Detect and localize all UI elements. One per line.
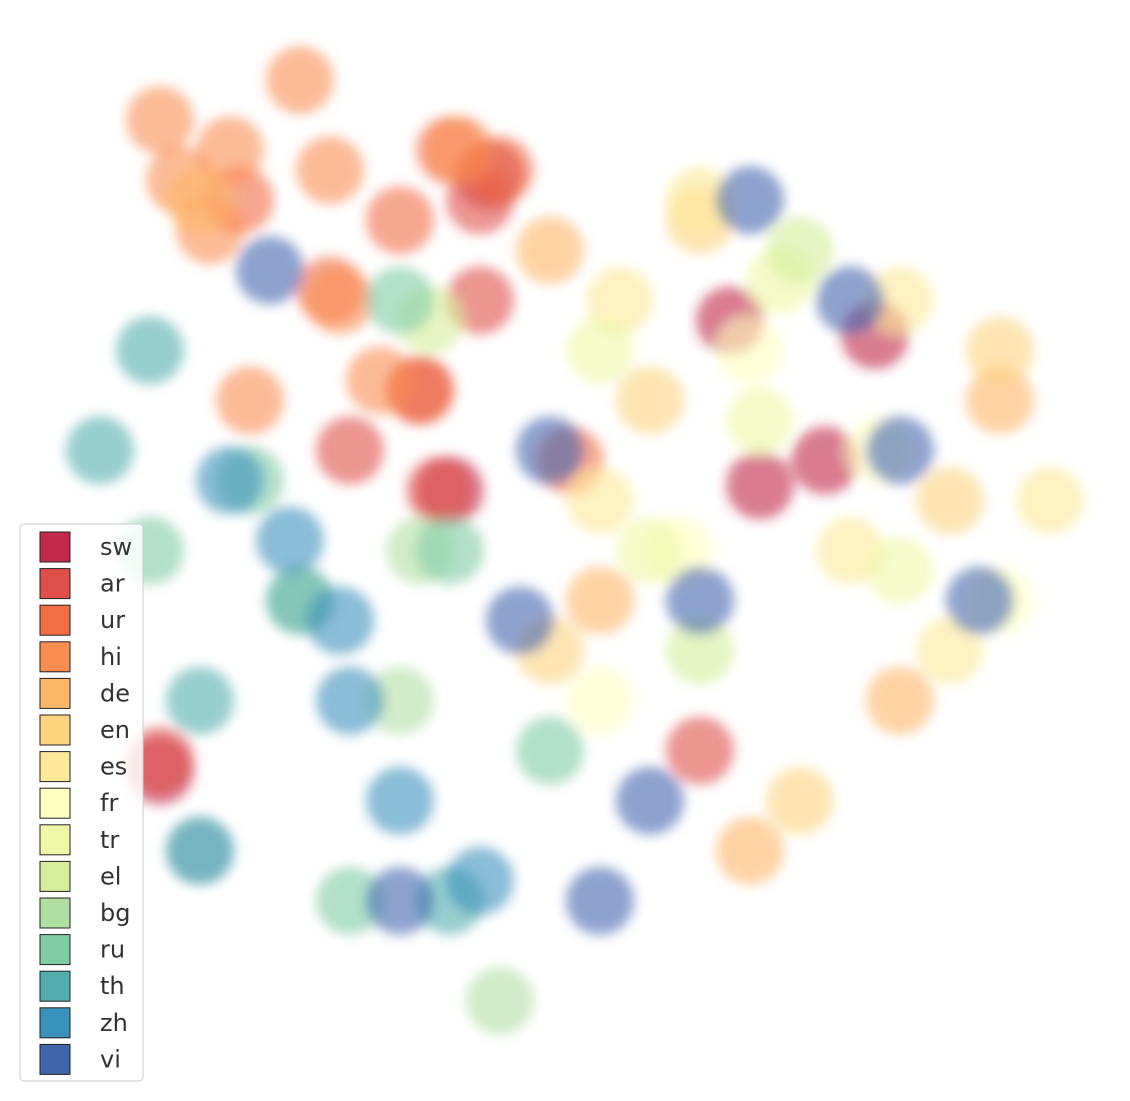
point (66, 416, 134, 485)
legend-label: bg (100, 899, 130, 927)
point (466, 966, 534, 1035)
legend-swatch (39, 897, 71, 929)
point (616, 766, 684, 835)
point (126, 86, 194, 155)
point (166, 666, 234, 735)
point (236, 236, 304, 305)
legend-label: ur (100, 606, 125, 634)
point (716, 316, 784, 385)
point (406, 456, 474, 525)
point (766, 216, 834, 285)
point (946, 566, 1014, 635)
point (366, 666, 434, 735)
point (866, 666, 934, 735)
point (366, 186, 434, 255)
point (666, 616, 734, 685)
legend-label: sw (100, 533, 132, 561)
legend-label: vi (100, 1045, 121, 1073)
legend-label: hi (100, 643, 122, 671)
point (666, 166, 734, 235)
legend-swatch (39, 677, 71, 709)
point (306, 266, 374, 335)
legend-swatch (39, 970, 71, 1002)
legend-label: el (100, 862, 121, 890)
point (566, 666, 634, 735)
point (316, 416, 384, 485)
point (616, 516, 684, 585)
legend-label: tr (100, 826, 119, 854)
legend-label: de (100, 679, 130, 707)
legend: sw ar ur hi de en es fr tr el bg ru th zh vi (19, 523, 144, 1082)
point (316, 666, 384, 735)
legend-swatch (39, 824, 71, 856)
point (726, 451, 794, 520)
point (306, 586, 374, 655)
point (866, 536, 934, 605)
point (426, 116, 494, 185)
legend-label: th (100, 972, 125, 1000)
point (666, 566, 734, 635)
point (196, 116, 264, 185)
point (916, 466, 984, 535)
legend-swatch (39, 860, 71, 892)
point (266, 46, 334, 115)
point (366, 866, 434, 935)
point (616, 366, 684, 435)
point (216, 366, 284, 435)
point (516, 216, 584, 285)
point (486, 586, 554, 655)
legend-label: en (100, 716, 130, 744)
legend-label: ru (100, 936, 125, 964)
point (1016, 466, 1084, 535)
legend-label: es (100, 753, 127, 781)
point (316, 866, 384, 935)
point (916, 616, 984, 685)
point (116, 316, 184, 385)
legend-label: fr (100, 789, 118, 817)
point (566, 566, 634, 635)
point (516, 416, 584, 485)
legend-swatch (39, 714, 71, 746)
point (726, 386, 794, 455)
point (791, 426, 859, 495)
legend-swatch (39, 641, 71, 673)
points (66, 46, 1084, 1035)
point (196, 446, 264, 515)
point (166, 166, 234, 235)
point (366, 266, 434, 335)
legend-swatch (39, 531, 71, 563)
legend-label: zh (100, 1009, 128, 1037)
legend-swatch (39, 751, 71, 783)
point (566, 866, 634, 935)
point (716, 166, 784, 235)
legend-swatch (39, 1007, 71, 1039)
point (766, 766, 834, 835)
point (966, 366, 1034, 435)
legend-swatch (39, 1043, 71, 1075)
point (346, 346, 414, 415)
point (256, 506, 324, 575)
point (816, 266, 884, 335)
point (166, 816, 234, 885)
legend-swatch (39, 568, 71, 600)
point (566, 466, 634, 535)
legend-label: ar (100, 570, 125, 598)
point (516, 716, 584, 785)
point (566, 316, 634, 385)
point (416, 516, 484, 585)
point (666, 716, 734, 785)
point (866, 416, 934, 485)
point (446, 846, 514, 915)
point (366, 766, 434, 835)
legend-swatch (39, 787, 71, 819)
point (716, 816, 784, 885)
point (966, 316, 1034, 385)
legend-swatch (39, 934, 71, 966)
point (296, 136, 364, 205)
legend-swatch (39, 604, 71, 636)
point (866, 266, 934, 335)
